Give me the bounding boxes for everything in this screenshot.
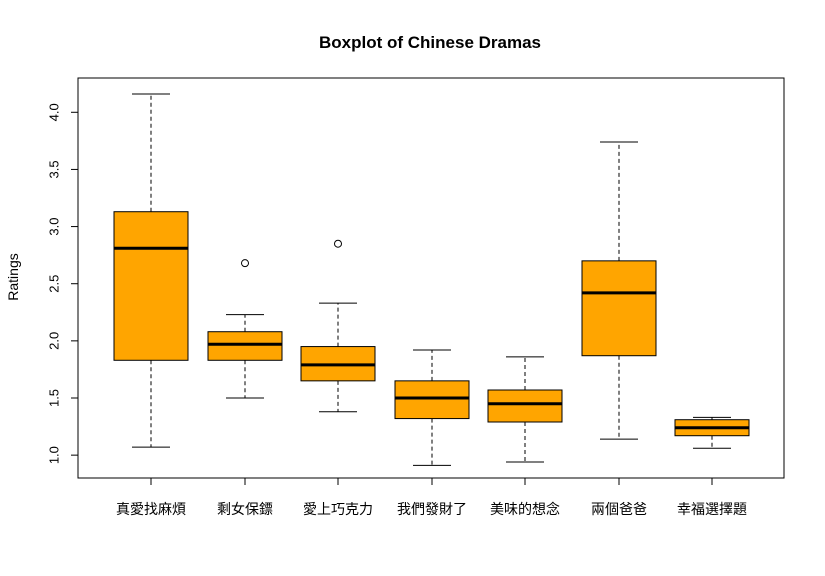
y-axis-label: Ratings bbox=[5, 253, 21, 300]
x-category-label: 兩個爸爸 bbox=[591, 502, 647, 518]
outlier-point bbox=[241, 259, 249, 268]
iqr-box bbox=[394, 380, 470, 420]
x-category-label: 我們發財了 bbox=[397, 502, 467, 518]
chart-title: Boxplot of Chinese Dramas bbox=[319, 33, 541, 52]
y-tick-label: 3.5 bbox=[47, 160, 62, 178]
box-7 bbox=[674, 416, 750, 449]
x-category-label: 幸福選擇題 bbox=[677, 502, 747, 518]
y-tick-label: 2.5 bbox=[47, 275, 62, 293]
box-4 bbox=[394, 349, 470, 466]
box-3 bbox=[300, 239, 376, 413]
iqr-box bbox=[113, 211, 189, 361]
x-category-label: 真愛找麻煩 bbox=[116, 502, 186, 518]
boxes-group bbox=[113, 93, 750, 466]
x-category-label: 剩女保鏢 bbox=[217, 501, 273, 518]
iqr-box bbox=[581, 260, 657, 357]
y-tick-label: 1.5 bbox=[47, 389, 62, 407]
box-6 bbox=[581, 141, 657, 440]
y-axis: 1.0 1.5 2.0 2.5 3.0 3.5 4.0 bbox=[47, 103, 79, 464]
x-axis-labels: 真愛找麻煩 剩女保鏢 愛上巧克力 我們發財了 美味的想念 兩個爸爸 幸福選擇題 bbox=[116, 477, 747, 518]
y-tick-label: 3.0 bbox=[47, 218, 62, 236]
iqr-box bbox=[487, 389, 563, 423]
iqr-box bbox=[207, 331, 283, 361]
x-category-label: 愛上巧克力 bbox=[303, 502, 373, 518]
box-1 bbox=[113, 93, 189, 448]
x-category-label: 美味的想念 bbox=[490, 501, 560, 518]
y-tick-label: 4.0 bbox=[47, 103, 62, 121]
y-tick-label: 1.0 bbox=[47, 446, 62, 464]
outlier-point bbox=[334, 239, 342, 248]
box-2 bbox=[207, 259, 283, 399]
box-5 bbox=[487, 356, 563, 463]
y-tick-label: 2.0 bbox=[47, 332, 62, 350]
